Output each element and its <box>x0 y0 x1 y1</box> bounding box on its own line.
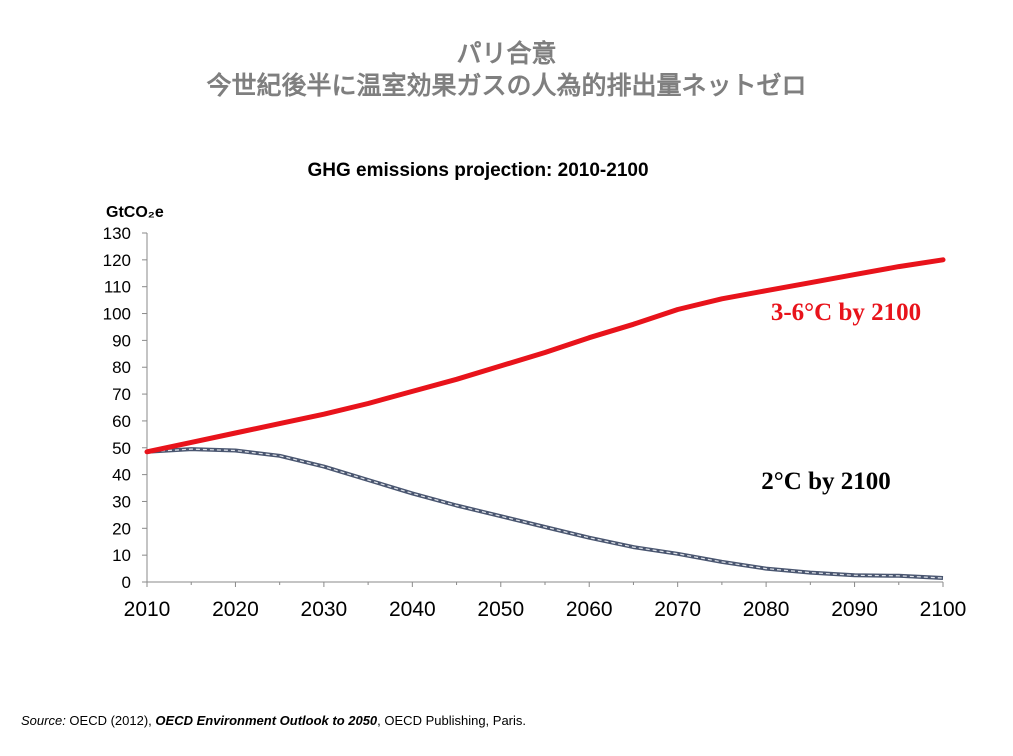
y-tick-label: 90 <box>112 331 131 350</box>
y-tick-label: 70 <box>112 385 131 404</box>
source-title: OECD Environment Outlook to 2050 <box>155 713 378 728</box>
slide-title: パリ合意 <box>456 39 557 68</box>
y-axis-label: GtCO₂e <box>106 204 164 221</box>
x-tick-label: 2030 <box>301 598 348 621</box>
series-label-3-6c: 3-6°C by 2100 <box>771 299 921 326</box>
y-tick-label: 10 <box>112 546 131 565</box>
y-tick-label: 20 <box>112 519 131 538</box>
y-tick-label: 110 <box>104 278 131 297</box>
x-tick-label: 2060 <box>566 598 613 621</box>
y-tick-label: 60 <box>112 412 131 431</box>
y-tick-label: 40 <box>112 466 131 485</box>
chart-title: GHG emissions projection: 2010-2100 <box>307 160 648 181</box>
source-label: Source: <box>21 713 66 728</box>
x-tick-label: 2090 <box>831 598 878 621</box>
series-label-2c: 2°C by 2100 <box>761 468 890 495</box>
source-pre: OECD (2012), <box>65 713 156 728</box>
y-tick-label: 100 <box>103 305 131 324</box>
x-tick-label: 2050 <box>477 598 524 621</box>
y-tick-label: 50 <box>112 439 131 458</box>
x-tick-label: 2010 <box>124 598 171 621</box>
x-tick-label: 2080 <box>743 598 790 621</box>
y-tick-label: 80 <box>112 358 131 377</box>
y-tick-label: 30 <box>112 492 131 511</box>
series-3-6c-line <box>144 257 946 455</box>
y-tick-label: 120 <box>103 251 131 270</box>
x-tick-label: 2020 <box>212 598 259 621</box>
source-citation: Source: OECD (2012), OECD Environment Ou… <box>21 713 526 728</box>
y-tick-label: 130 <box>103 224 131 243</box>
x-tick-label: 2100 <box>920 598 967 621</box>
series-2c-dash <box>146 448 944 579</box>
x-tick-label: 2070 <box>654 598 701 621</box>
series-labels: 3-6°C by 2100 2°C by 2100 <box>761 299 921 495</box>
x-tick-label: 2040 <box>389 598 436 621</box>
y-tick-label: 0 <box>122 573 131 592</box>
slide-subtitle: 今世紀後半に温室効果ガスの人為的排出量ネットゼロ <box>206 71 807 100</box>
source-post: , OECD Publishing, Paris. <box>377 713 527 728</box>
series-layer <box>144 257 946 580</box>
